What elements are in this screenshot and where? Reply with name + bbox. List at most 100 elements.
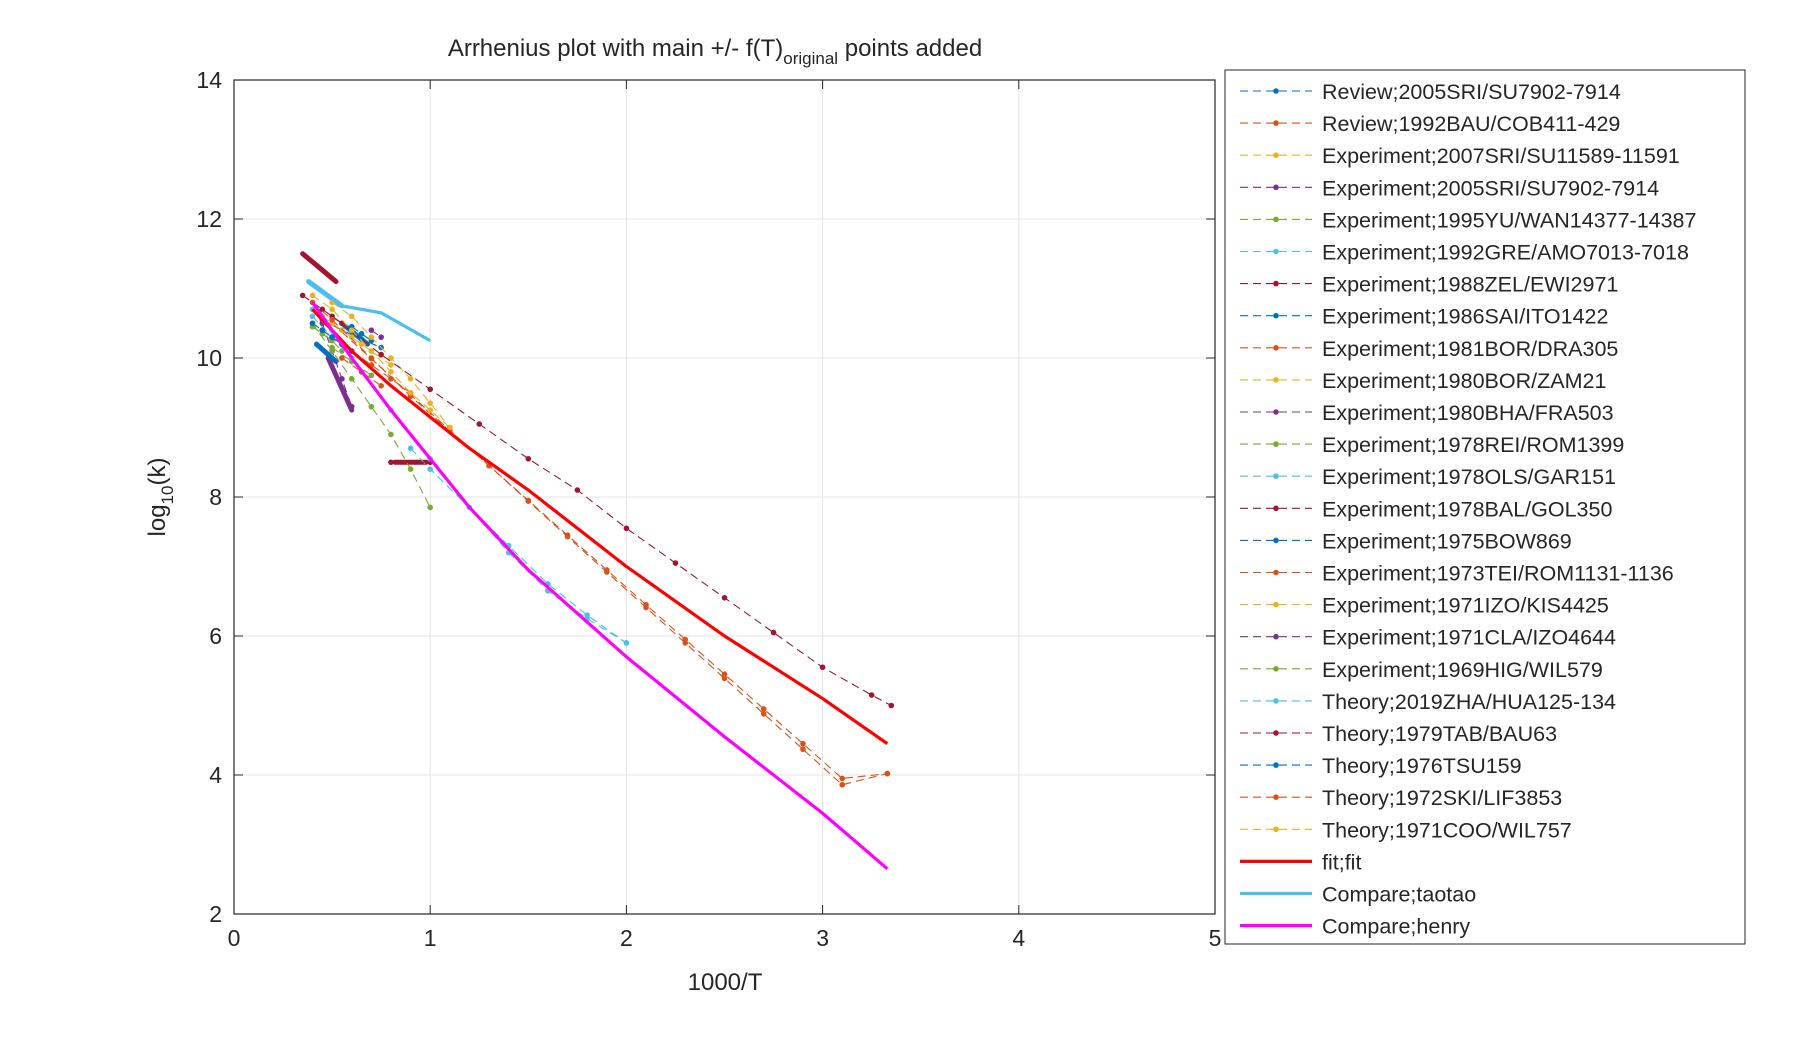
data-point [800,746,806,753]
legend-label: Experiment;1988ZEL/EWI2971 [1322,273,1618,297]
series-line-26 [311,301,889,871]
data-point [770,629,777,636]
data-point [319,327,326,334]
data-point [368,403,375,410]
legend-entry: Experiment;1971IZO/KIS4425 [1240,594,1609,618]
data-point [760,706,767,712]
data-point [407,389,414,396]
data-point [348,313,355,320]
data-point [309,292,316,299]
data-point [339,327,345,334]
legend-label: Experiment;1981BOR/DRA305 [1322,337,1618,361]
data-point [603,567,610,573]
legend-marker [1273,698,1279,704]
legend-entry: Experiment;1986SAI/ITO1422 [1240,305,1608,329]
legend-marker [1273,473,1279,480]
legend-marker [1273,762,1279,768]
legend-label: Theory;1971COO/WIL757 [1322,818,1572,842]
legend-label: Experiment;1971IZO/KIS4425 [1322,594,1609,618]
legend-label: Theory;1979TAB/BAU63 [1322,722,1557,746]
series-line-7 [351,326,372,342]
series-line-16 [321,315,362,345]
legend-label: Theory;1972SKI/LIF3853 [1322,786,1562,810]
data-point [800,740,806,747]
legend-entry: Theory;1979TAB/BAU63 [1240,722,1557,746]
legend-label: Experiment;2005SRI/SU7902-7914 [1322,176,1659,200]
legend-label: Experiment;2007SRI/SU11589-11591 [1322,144,1680,168]
legend-label: Review;2005SRI/SU7902-7914 [1322,80,1621,104]
data-point [672,560,679,566]
legend-marker [1273,312,1279,319]
legend-label: Experiment;1978BAL/GOL350 [1322,497,1612,521]
y-tick-label: 10 [196,345,222,371]
legend-box [1224,69,1746,945]
legend-entry: Theory;1971COO/WIL757 [1240,818,1572,842]
measurement-segment [313,341,339,364]
legend-marker [1273,569,1279,576]
data-point [760,711,767,717]
legend-marker [1273,280,1279,287]
data-point [564,532,571,539]
legend: Review;2005SRI/SU7902-7914 Review;1992BAU… [1224,69,1746,945]
data-point [643,601,649,608]
x-tick-label: 3 [816,925,829,951]
data-point [348,334,355,340]
data-point [574,487,581,493]
data-point [388,362,394,368]
data-point [819,664,826,671]
legend-entry: Experiment;1988ZEL/EWI2971 [1240,273,1618,297]
legend-label: Review;1992BAU/COB411-429 [1322,112,1620,136]
legend-marker [1273,152,1279,158]
data-point [368,348,375,354]
legend-entry: Experiment;1978BAL/GOL350 [1240,497,1612,521]
legend-label: Experiment;1980BHA/FRA503 [1322,401,1614,425]
series-line-18 [331,347,372,376]
legend-entry: Experiment;1969HIG/WIL579 [1240,658,1603,682]
data-point [319,306,326,313]
series-line-24 [311,308,889,746]
data-point [388,376,394,382]
data-point [407,466,414,473]
legend-entry: Review;1992BAU/COB411-429 [1240,112,1620,136]
data-point [884,770,891,777]
measurement-segment [325,355,355,413]
legend-label: Experiment;1978OLS/GAR151 [1322,465,1616,489]
data-point [388,459,394,466]
legend-marker [1273,216,1279,223]
legend-label: Experiment;1973TEI/ROM1131-1136 [1322,562,1674,586]
data-point [623,640,630,646]
x-tick-label: 5 [1209,925,1222,951]
legend-marker [1273,633,1279,640]
legend-marker [1273,794,1279,800]
legend-marker [1273,505,1279,512]
legend-label: Experiment;1986SAI/ITO1422 [1322,305,1608,329]
legend-entry: Compare;henry [1240,915,1470,939]
data-point [476,421,483,427]
data-point [427,400,434,406]
data-point [682,636,689,643]
data-point [839,781,846,788]
legend-label: Experiment;1995YU/WAN14377-14387 [1322,208,1696,232]
data-point [427,466,434,473]
series-layer [299,251,895,871]
legend-entry: Theory;1976TSU159 [1240,754,1522,778]
data-point [339,355,345,361]
data-point [839,775,846,782]
data-point [427,504,434,511]
legend-entry: Experiment;2005SRI/SU7902-7914 [1240,176,1659,200]
legend-entry: Theory;1972SKI/LIF3853 [1240,786,1562,810]
y-tick-label: 2 [209,901,222,927]
data-point [299,292,306,299]
y-tick-label: 12 [196,206,222,232]
legend-entry: fit;fit [1240,850,1361,874]
legend-marker [1273,730,1279,736]
x-axis-label: 1000/T [688,969,763,996]
series-line-21 [312,322,343,345]
legend-label: fit;fit [1322,850,1361,874]
x-tick-label: 0 [228,925,241,951]
data-point [329,316,335,323]
legend-label: Compare;taotao [1322,883,1476,907]
legend-label: Experiment;1971CLA/IZO4644 [1322,626,1616,650]
